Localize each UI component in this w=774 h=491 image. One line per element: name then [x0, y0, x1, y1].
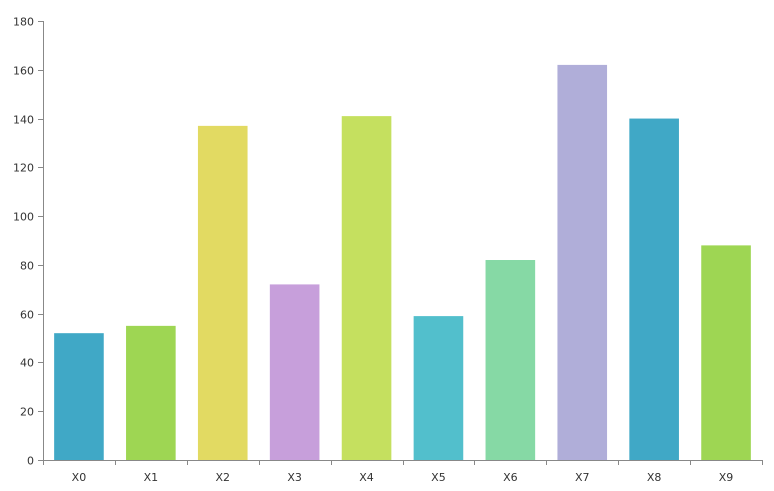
- x-tick-label: X6: [503, 471, 518, 484]
- bars-group: [54, 64, 751, 461]
- y-tick-label: 0: [27, 455, 34, 468]
- bar-x7: [557, 64, 608, 461]
- x-tick-label: X4: [359, 471, 374, 484]
- y-tick-label: 180: [13, 16, 34, 29]
- bar-x9: [701, 245, 751, 460]
- x-tick-label: X8: [647, 471, 662, 484]
- bar-x8: [629, 118, 679, 460]
- x-tick-label: X3: [287, 471, 302, 484]
- x-tick-label: X2: [215, 471, 230, 484]
- x-tick-label: X9: [719, 471, 734, 484]
- y-tick-label: 20: [20, 406, 34, 419]
- x-axis: X0 X1 X2 X3 X4 X5 X6 X7 X8 X9: [43, 460, 763, 484]
- x-tick-label: X1: [144, 471, 159, 484]
- x-tick-label: X5: [431, 471, 446, 484]
- y-tick-label: 120: [13, 162, 34, 175]
- y-tick-label: 140: [13, 114, 34, 127]
- bar-x3: [269, 284, 320, 460]
- y-tick-label: 40: [20, 357, 34, 370]
- y-axis: 0 20 40 60 80 100 120 140 160 180: [13, 16, 44, 468]
- bar-x2: [197, 125, 248, 461]
- y-tick-label: 100: [13, 211, 34, 224]
- x-tick-label: X7: [575, 471, 590, 484]
- x-tick-label: X0: [72, 471, 87, 484]
- y-tick-label: 60: [20, 309, 34, 322]
- bar-x6: [485, 260, 536, 460]
- bar-x0: [54, 333, 104, 460]
- y-tick-label: 80: [20, 260, 34, 273]
- bar-x4: [341, 116, 392, 461]
- y-tick-label: 160: [13, 65, 34, 78]
- bar-x1: [126, 325, 176, 460]
- bar-x5: [413, 316, 464, 460]
